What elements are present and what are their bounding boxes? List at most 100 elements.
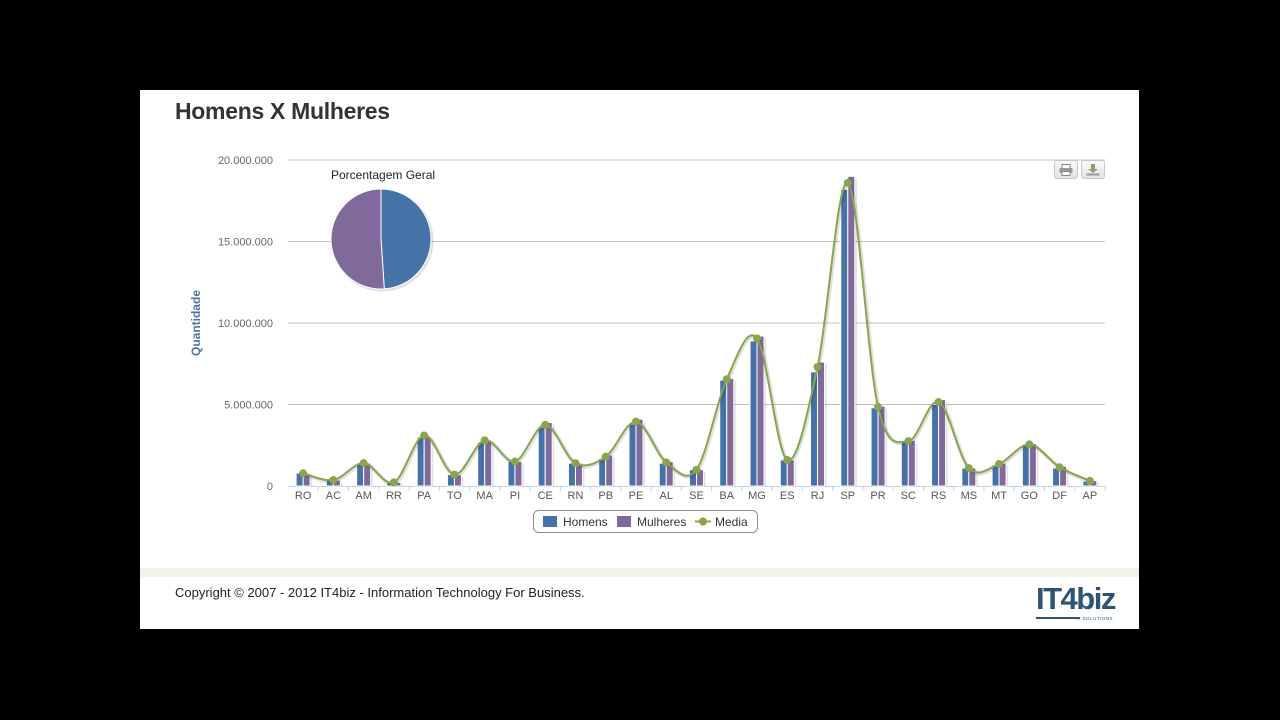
logo-text: IT4biz — [1036, 581, 1116, 616]
bar-mulheres-pe — [635, 418, 644, 487]
media-point-sp — [843, 178, 852, 187]
pie-slice-homens — [380, 188, 432, 290]
chart: 0 5.000.000 10.000.000 15.000.000 20.000.000… — [189, 155, 1106, 533]
footer-divider — [140, 568, 1139, 577]
media-point-se — [692, 465, 701, 474]
bar-homens-sp — [840, 188, 849, 487]
media-point-ap — [1085, 476, 1094, 485]
bar-homens-ce — [537, 426, 546, 487]
legend-box — [533, 510, 758, 533]
x-tick-label: RO — [295, 490, 312, 502]
bar-mulheres-ma — [484, 439, 493, 487]
media-point-mt — [995, 459, 1004, 468]
logo-subtitle: IT SOLUTIONS — [1075, 616, 1113, 621]
x-tick-label: AC — [326, 490, 341, 502]
media-point-pb — [601, 452, 610, 461]
bar-mulheres-mg — [756, 335, 765, 487]
media-point-go — [1025, 440, 1034, 449]
media-line — [302, 181, 1091, 484]
x-tick-label: PR — [870, 490, 885, 502]
legend-label-homens: Homens — [563, 515, 608, 529]
x-tick-label: RS — [931, 490, 946, 502]
x-tick-label: RJ — [811, 490, 824, 502]
x-tick-label: TO — [447, 490, 463, 502]
bar-homens-pr — [870, 407, 879, 487]
media-point-ro — [299, 469, 308, 478]
x-tick-label: PI — [510, 490, 520, 502]
copyright-text: Copyright © 2007 - 2012 IT4biz - Informa… — [175, 585, 585, 600]
x-tick-label: MA — [476, 490, 493, 502]
bar-homens-go — [1021, 444, 1030, 487]
page-title: Homens X Mulheres — [175, 98, 390, 124]
y-tick-label: 20.000.000 — [218, 155, 273, 167]
x-tick-label: BA — [719, 490, 734, 502]
media-point-ms — [964, 464, 973, 473]
media-point-ce — [541, 420, 550, 429]
x-tick-label: AL — [660, 490, 673, 502]
legend-symbol-marker — [699, 517, 707, 526]
bar-homens-mg — [749, 340, 758, 487]
x-tick-label: RR — [386, 490, 402, 502]
download-icon — [1086, 163, 1100, 175]
y-tick-label: 10.000.000 — [218, 318, 273, 330]
bar-mulheres-rj — [817, 361, 826, 487]
bar-homens-al — [658, 462, 667, 487]
media-point-pr — [874, 402, 883, 411]
media-point-es — [783, 455, 792, 464]
x-tick-label: MT — [991, 490, 1007, 502]
x-tick-label: MG — [748, 490, 766, 502]
chart-panel: Homens X Mulheres 0 5.000.000 10.000.000 15… — [140, 90, 1139, 629]
media-point-pa — [420, 431, 429, 440]
bar-homens-sc — [900, 441, 909, 487]
y-tick-label: 5.000.000 — [224, 400, 273, 412]
bar-mulheres-go — [1028, 443, 1037, 487]
media-point-ma — [480, 436, 489, 445]
print-icon — [1059, 163, 1073, 176]
media-point-sc — [904, 437, 913, 446]
x-tick-label: DF — [1052, 490, 1067, 502]
media-point-pe — [631, 417, 640, 426]
media-point-pi — [510, 457, 519, 466]
media-point-am — [359, 459, 368, 468]
x-tick-label: AP — [1083, 490, 1098, 502]
x-tick-label: PA — [417, 490, 432, 502]
bar-mulheres-rs — [938, 399, 947, 487]
media-point-rr — [389, 478, 398, 487]
media-point-to — [450, 470, 459, 479]
x-tick-label: MS — [961, 490, 978, 502]
company-logo: IT4biz IT SOLUTIONS — [1036, 581, 1116, 623]
logo-underline — [1036, 617, 1080, 619]
legend-symbol-mulheres — [617, 516, 631, 527]
media-point-ac — [329, 476, 338, 485]
bar-mulheres-ce — [544, 421, 553, 487]
bar-homens-es — [779, 459, 788, 487]
media-point-rn — [571, 459, 580, 468]
x-tick-label: PE — [629, 490, 644, 502]
y-tick-label: 0 — [267, 481, 273, 493]
media-point-df — [1055, 463, 1064, 472]
media-point-ba — [722, 375, 731, 384]
x-tick-label: SP — [840, 490, 855, 502]
bar-mulheres-sp — [847, 175, 856, 487]
x-tick-label: RN — [568, 490, 584, 502]
legend-label-media: Media — [715, 515, 748, 529]
bar-homens-rs — [931, 404, 940, 487]
legend: Homens Mulheres Media — [533, 510, 758, 533]
media-point-rs — [934, 398, 943, 407]
media-point-al — [662, 458, 671, 467]
y-tick-label: 15.000.000 — [218, 237, 273, 249]
media-point-rj — [813, 363, 822, 372]
print-button[interactable] — [1054, 160, 1078, 179]
export-button[interactable] — [1081, 160, 1105, 179]
x-tick-label: CE — [538, 490, 553, 502]
media-point-mg — [753, 334, 762, 343]
pie-title: Porcentagem Geral — [331, 168, 435, 182]
bar-homens-pe — [628, 423, 637, 487]
bar-mulheres-es — [786, 459, 795, 487]
x-tick-label: SE — [689, 490, 704, 502]
legend-symbol-homens — [543, 516, 557, 527]
x-tick-label: PB — [598, 490, 613, 502]
x-tick-label: ES — [780, 490, 795, 502]
bar-mulheres-pa — [423, 436, 432, 487]
bar-mulheres-ba — [726, 377, 735, 487]
